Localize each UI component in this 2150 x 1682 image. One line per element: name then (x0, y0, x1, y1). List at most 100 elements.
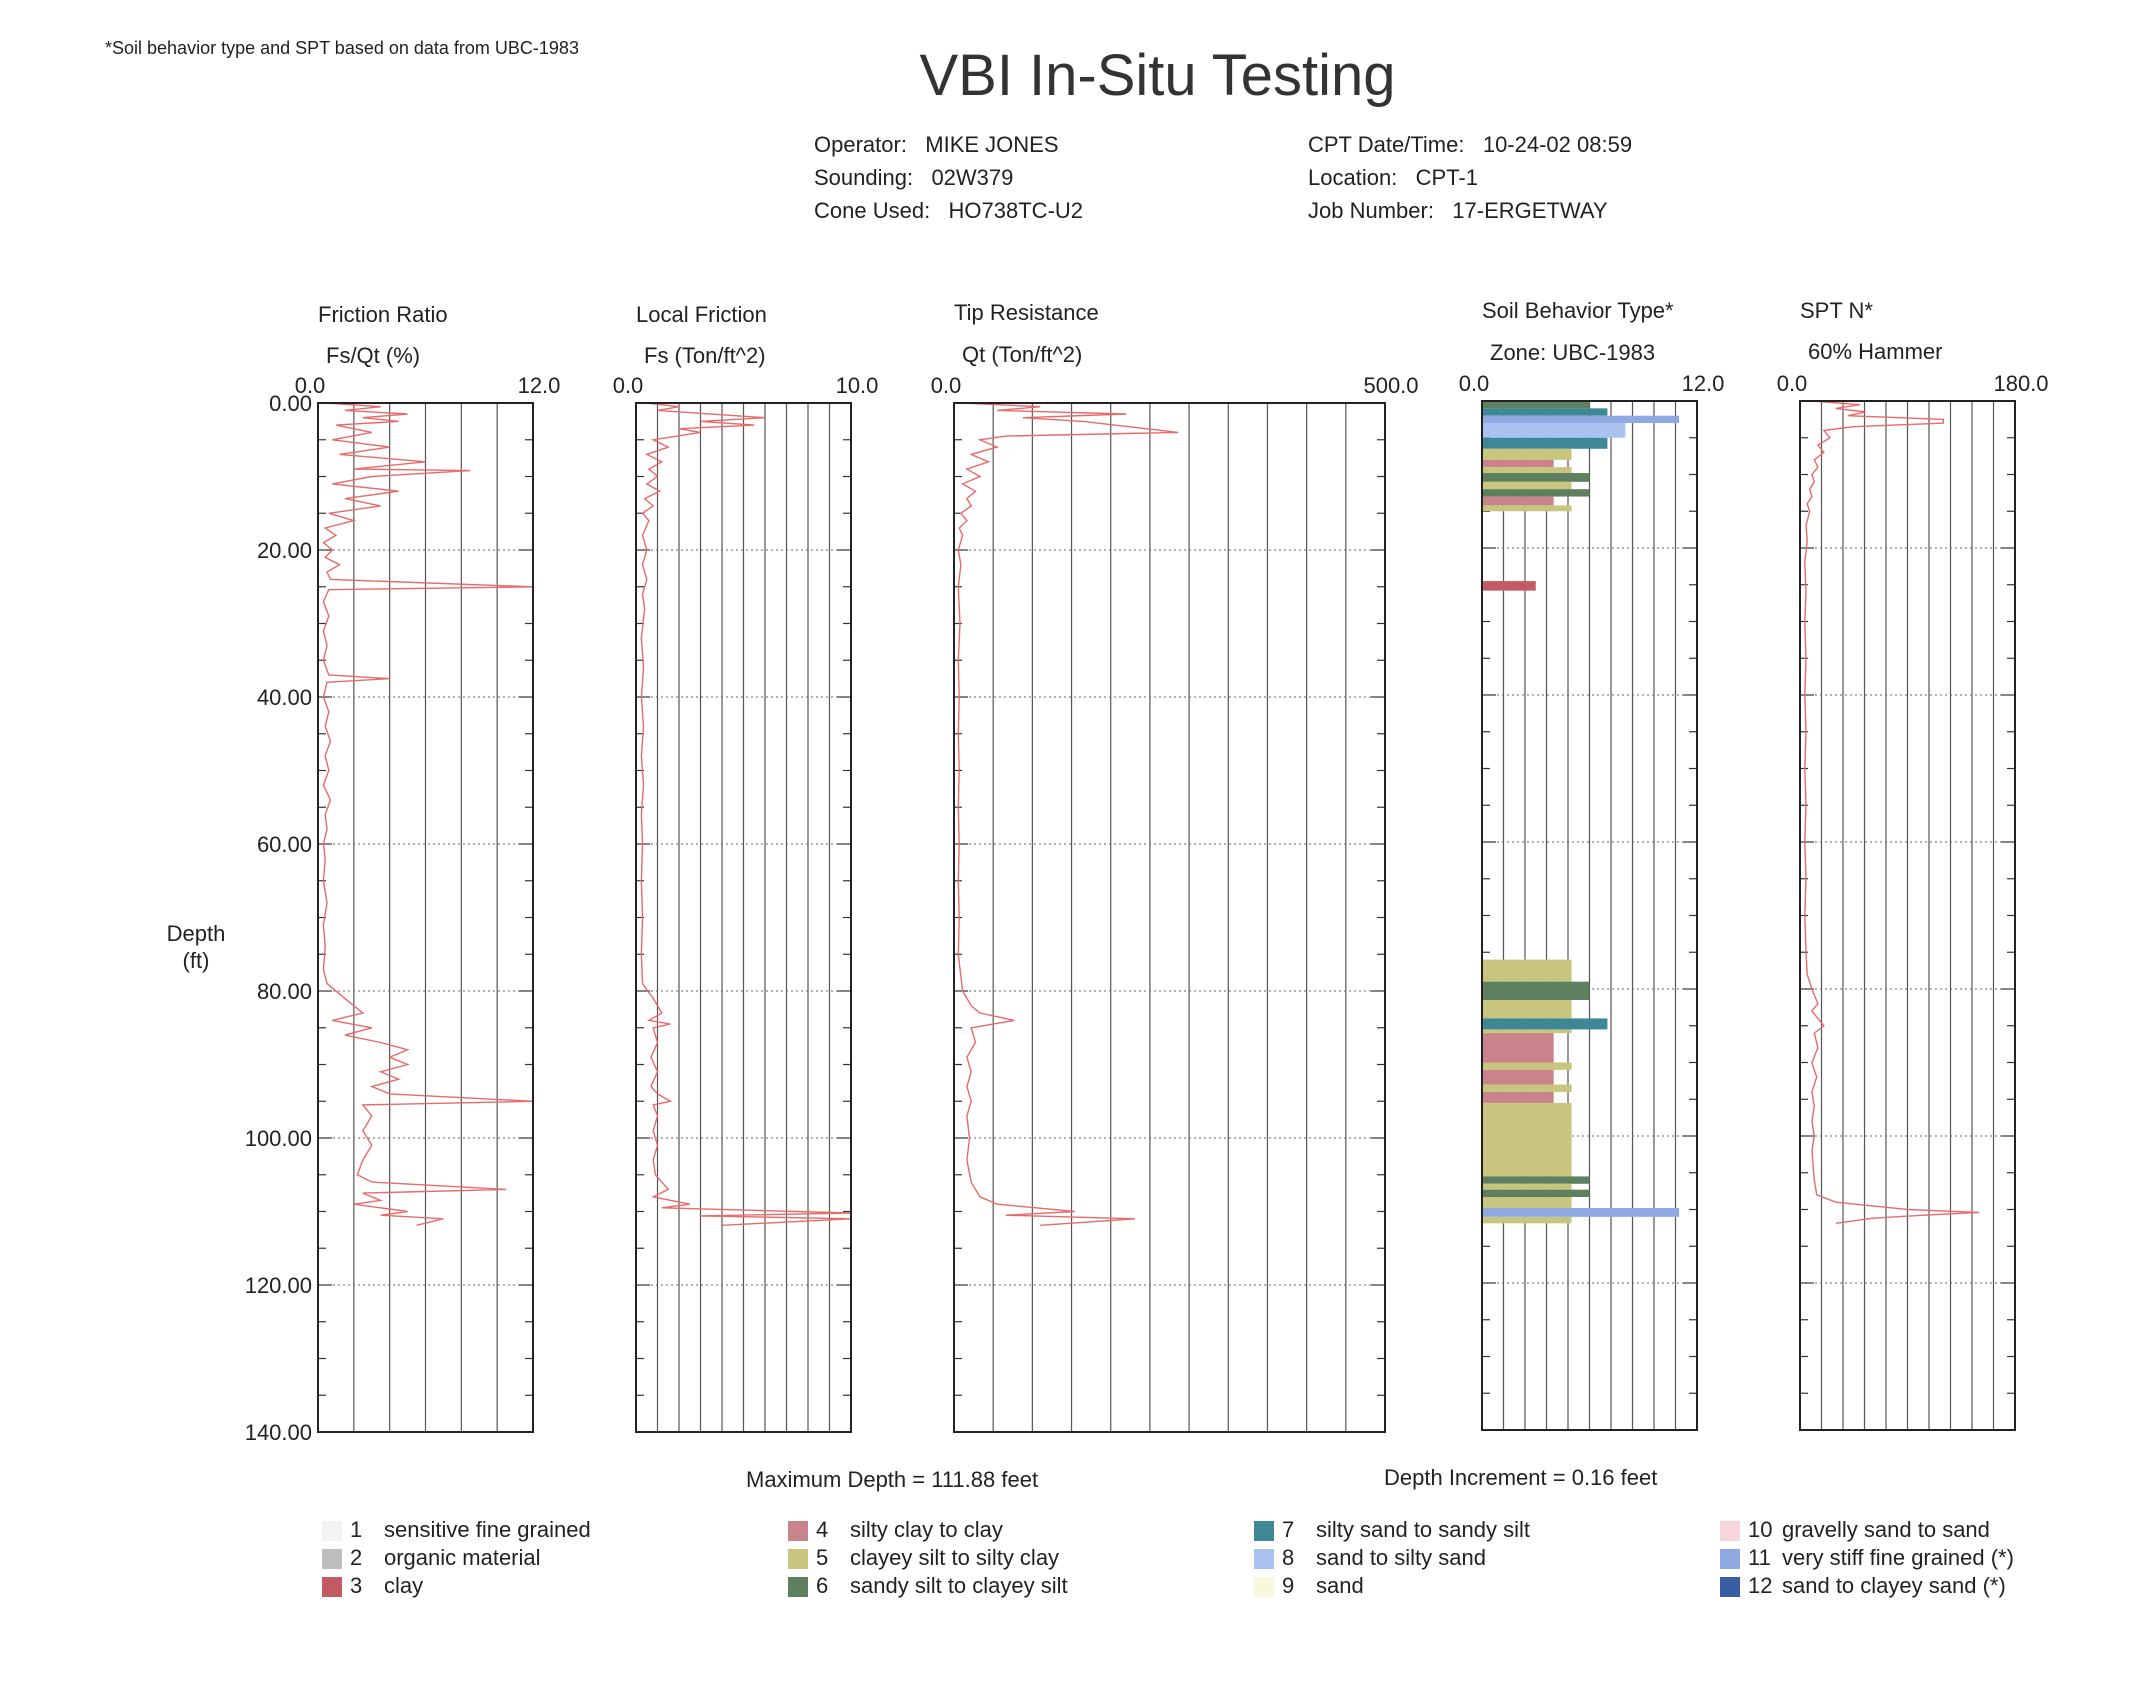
legend-zone-label: clayey silt to silty clay (850, 1545, 1060, 1570)
soil-zone-bar (1482, 408, 1608, 416)
legend-item-zone-11: 11 very stiff fine grained (*) (1720, 1544, 2014, 1572)
legend-item-zone-6: 6 sandy silt to clayey silt (788, 1572, 1068, 1600)
source-note: *Soil behavior type and SPT based on dat… (105, 38, 579, 58)
location-value: CPT-1 (1415, 165, 1478, 190)
x-tick-label: 0.0 (1459, 371, 1490, 396)
soil-zone-bar (1482, 1197, 1572, 1209)
cone-row: Cone Used: HO738TC-U2 (814, 194, 1083, 227)
legend-swatch (1254, 1521, 1274, 1542)
series-line (322, 402, 534, 1226)
soil-zone-bar (1482, 505, 1572, 512)
soil-zone-bar (1482, 415, 1680, 424)
soil-zone-bar (1482, 1018, 1608, 1030)
soil-zone-bar (1482, 1176, 1590, 1184)
depth-tick-label: 0.00 (269, 391, 312, 416)
soil-zone-bar (1482, 428, 1626, 438)
x-tick-label: 0.0 (931, 373, 962, 398)
legend-item-zone-12: 12 sand to clayey sand (*) (1720, 1572, 2006, 1600)
depth-tick-label: 120.00 (245, 1273, 312, 1298)
plot-frame (635, 402, 852, 1433)
plot-frame (1799, 400, 2016, 1431)
panel-title: Soil Behavior Type* (1482, 298, 1674, 323)
soil-zone-bar (1482, 1029, 1572, 1034)
legend-swatch (1254, 1549, 1274, 1570)
soil-zone-bar (1482, 467, 1572, 474)
legend-zone-label: sensitive fine grained (384, 1517, 591, 1542)
soil-zone-bar (1482, 489, 1590, 497)
meta-right: CPT Date/Time: 10-24-02 08:59 Location: … (1308, 128, 1632, 227)
legend-item-zone-3: 3 clay (322, 1572, 423, 1600)
soil-zone-bar (1482, 1189, 1590, 1198)
depth-axis-label: Depth (167, 921, 226, 946)
legend-zone-label: silty sand to sandy silt (1316, 1517, 1530, 1542)
soil-zone-bar (1482, 1084, 1572, 1092)
legend-zone-number: 1 (350, 1517, 363, 1542)
soil-zone-bar (1482, 1033, 1554, 1063)
legend-swatch (322, 1521, 342, 1542)
depth-tick-label: 60.00 (257, 832, 312, 857)
legend-zone-number: 3 (350, 1573, 363, 1598)
legend-swatch (322, 1549, 342, 1570)
operator-label: Operator: (814, 132, 907, 157)
max-depth-text: Maximum Depth = 111.88 feet (746, 1467, 1039, 1492)
soil-zone-bar (1482, 401, 1590, 409)
x-tick-label: 12.0 (518, 373, 561, 398)
x-tick-label: 0.0 (613, 373, 644, 398)
legend-zone-label: sand to clayey sand (*) (1782, 1573, 2006, 1598)
plot-frame (1481, 400, 1698, 1431)
job-row: Job Number: 17-ERGETWAY (1308, 194, 1632, 227)
soil-zone-bar (1482, 459, 1554, 468)
legend-zone-label: sand to silty sand (1316, 1545, 1486, 1570)
panel-subtitle: Qt (Ton/ft^2) (962, 342, 1082, 367)
meta-left: Operator: MIKE JONES Sounding: 02W379 Co… (814, 128, 1083, 227)
legend-swatch (1254, 1577, 1274, 1598)
legend-swatch (788, 1521, 808, 1542)
soil-zone-bar (1482, 1183, 1572, 1190)
legend-zone-number: 12 (1748, 1573, 1773, 1598)
legend-zone-label: sand (1316, 1573, 1364, 1598)
location-label: Location: (1308, 165, 1398, 190)
x-tick-label: 180.0 (1993, 371, 2048, 396)
plot-frame (317, 402, 534, 1433)
legend-swatch (322, 1577, 342, 1598)
x-tick-label: 10.0 (836, 373, 879, 398)
soil-zone-bar (1482, 473, 1590, 482)
x-tick-label: 12.0 (1682, 371, 1725, 396)
soil-zone-bar (1482, 496, 1554, 506)
soil-zone-bar (1482, 1091, 1554, 1103)
sounding-label: Sounding: (814, 165, 914, 190)
panel-title: Local Friction (636, 302, 767, 327)
legend-zone-number: 2 (350, 1545, 363, 1570)
legend-item-zone-8: 8 sand to silty sand (1254, 1544, 1486, 1572)
legend-zone-label: silty clay to clay (850, 1517, 1003, 1542)
legend-zone-label: gravelly sand to sand (1782, 1517, 1990, 1542)
legend-zone-number: 5 (816, 1545, 829, 1570)
soil-zone-bar (1482, 1000, 1572, 1019)
soil-zone-bar (1482, 581, 1536, 591)
soil-zone-bar (1482, 1062, 1572, 1070)
plot-frame (953, 402, 1386, 1433)
panel-subtitle: Zone: UBC-1983 (1490, 340, 1655, 365)
series-line (1804, 400, 1980, 1224)
location-row: Location: CPT-1 (1308, 161, 1632, 194)
soil-zone-bar (1482, 481, 1572, 490)
legend-zone-number: 8 (1282, 1545, 1295, 1570)
legend-zone-number: 7 (1282, 1517, 1295, 1542)
soil-zone-bar (1482, 448, 1572, 460)
operator-value: MIKE JONES (925, 132, 1059, 157)
legend-item-zone-5: 5 clayey silt to silty clay (788, 1544, 1059, 1572)
legend-swatch (1720, 1549, 1740, 1570)
panel-title: Tip Resistance (954, 300, 1099, 325)
legend-zone-label: organic material (384, 1545, 541, 1570)
depth-increment-text: Depth Increment = 0.16 feet (1384, 1465, 1658, 1490)
soil-zone-bar (1482, 981, 1590, 1001)
operator-row: Operator: MIKE JONES (814, 128, 1083, 161)
soil-zone-bar (1482, 1069, 1554, 1085)
legend-zone-number: 11 (1748, 1545, 1771, 1570)
legend-item-zone-9: 9 sand (1254, 1572, 1364, 1600)
depth-tick-label: 140.00 (245, 1420, 312, 1445)
depth-tick-label: 20.00 (257, 538, 312, 563)
depth-tick-label: 100.00 (245, 1126, 312, 1151)
legend-swatch (1720, 1577, 1740, 1598)
datetime-value: 10-24-02 08:59 (1482, 132, 1633, 157)
